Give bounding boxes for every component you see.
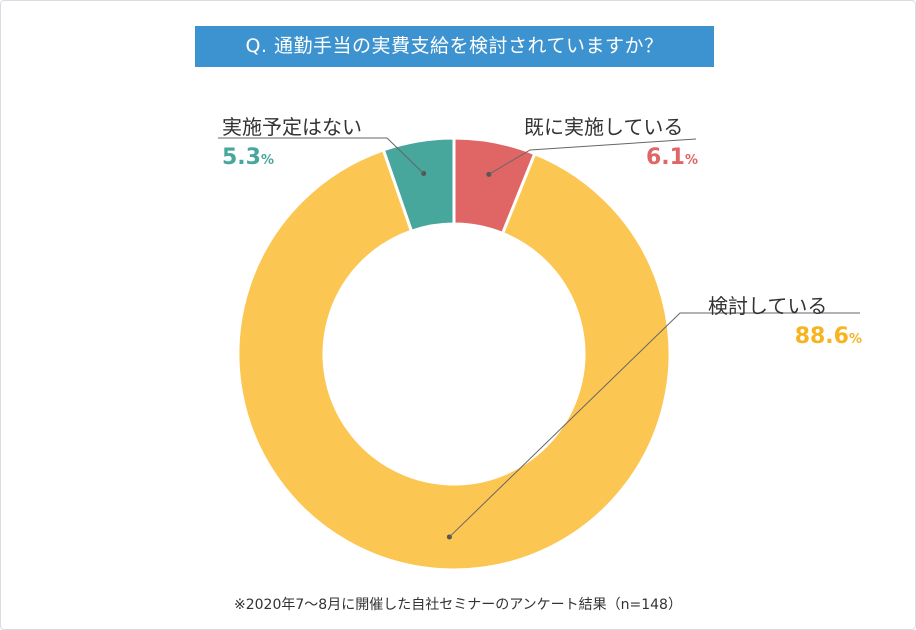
slice-value-considering: 88.6% (794, 324, 862, 349)
slice-value-already: 6.1% (645, 145, 698, 170)
leader-line-considering (449, 312, 860, 538)
slice-no-plan (381, 136, 456, 234)
slice-considering (236, 147, 672, 572)
slice-label-no-plan: 実施予定はない (222, 115, 362, 139)
leader-line-already (488, 138, 697, 175)
chart-title: Q. 通勤手当の実費支給を検討されていますか？ (195, 26, 714, 67)
slice-value-no-plan: 5.3% (222, 145, 275, 170)
leader-line-no-plan (218, 137, 425, 174)
footnote: ※2020年7〜8月に開催した自社セミナーのアンケート結果（n=148） (234, 597, 682, 613)
slice-label-considering: 検討している (708, 294, 828, 318)
slice-label-already: 既に実施している (524, 115, 684, 139)
